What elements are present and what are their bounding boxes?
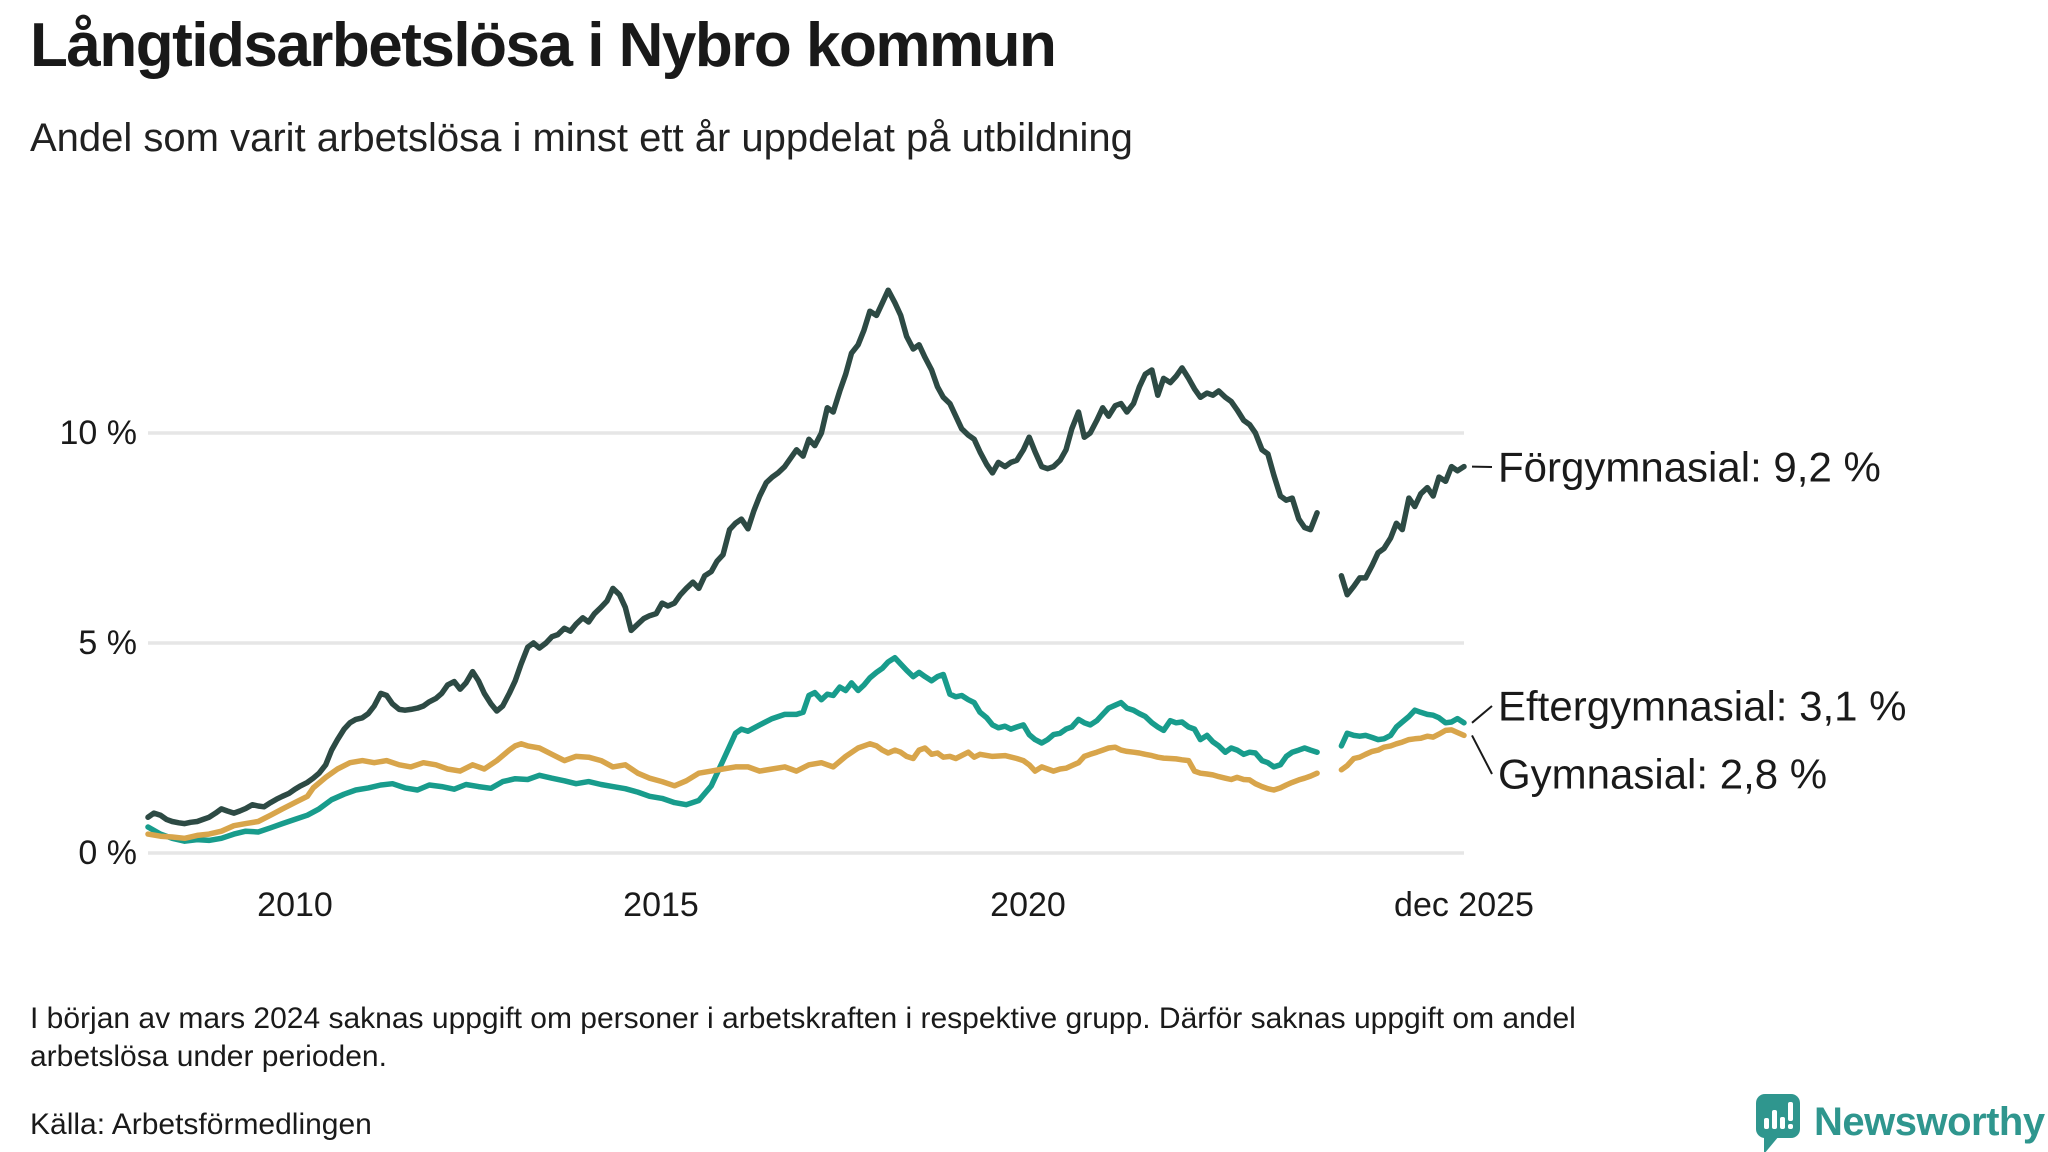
- y-axis-tick-10: 10 %: [60, 414, 138, 452]
- newsworthy-logo: Newsworthy: [1756, 1094, 2045, 1152]
- x-axis-tick-2015: 2015: [623, 886, 699, 924]
- gridlines: [148, 431, 1464, 855]
- series-line-eftergymnasial-seg1: [145, 654, 1320, 844]
- newsworthy-wordmark: Newsworthy: [1814, 1100, 2045, 1144]
- legend-label-forgymnasial: Förgymnasial: 9,2 %: [1498, 444, 1881, 491]
- footnote: I början av mars 2024 saknas uppgift om …: [30, 1002, 1576, 1073]
- label-connector-gymnasial: [1471, 734, 1493, 775]
- legend-label-gymnasial: Gymnasial: 2,8 %: [1498, 751, 1827, 798]
- series-line-förgymnasial-seg2: [1338, 463, 1467, 598]
- x-axis-tick-dec-2025: dec 2025: [1394, 886, 1534, 924]
- legend-label-eftergymnasial: Eftergymnasial: 3,1 %: [1498, 683, 1907, 730]
- y-axis-tick-0: 0 %: [78, 834, 137, 872]
- y-axis-tick-5: 5 %: [78, 624, 137, 662]
- series-line-gymnasial-seg2: [1338, 727, 1467, 773]
- source-label: Källa: Arbetsförmedlingen: [30, 1108, 372, 1141]
- label-connector-eftergymnasial: [1471, 705, 1493, 724]
- x-axis-tick-2010: 2010: [257, 886, 333, 924]
- series-lines: [145, 287, 1467, 844]
- label-connectors: [1471, 465, 1493, 775]
- page-title: Långtidsarbetslösa i Nybro kommun: [30, 11, 1057, 80]
- series-line-gymnasial-seg1: [145, 741, 1320, 842]
- bar-chart-speech-bubble-icon: [1756, 1094, 1800, 1152]
- chart-subtitle: Andel som varit arbetslösa i minst ett å…: [30, 116, 1133, 160]
- x-axis-tick-2020: 2020: [990, 886, 1066, 924]
- series-line-förgymnasial-seg1: [145, 287, 1320, 827]
- series-line-eftergymnasial-seg2: [1338, 707, 1467, 749]
